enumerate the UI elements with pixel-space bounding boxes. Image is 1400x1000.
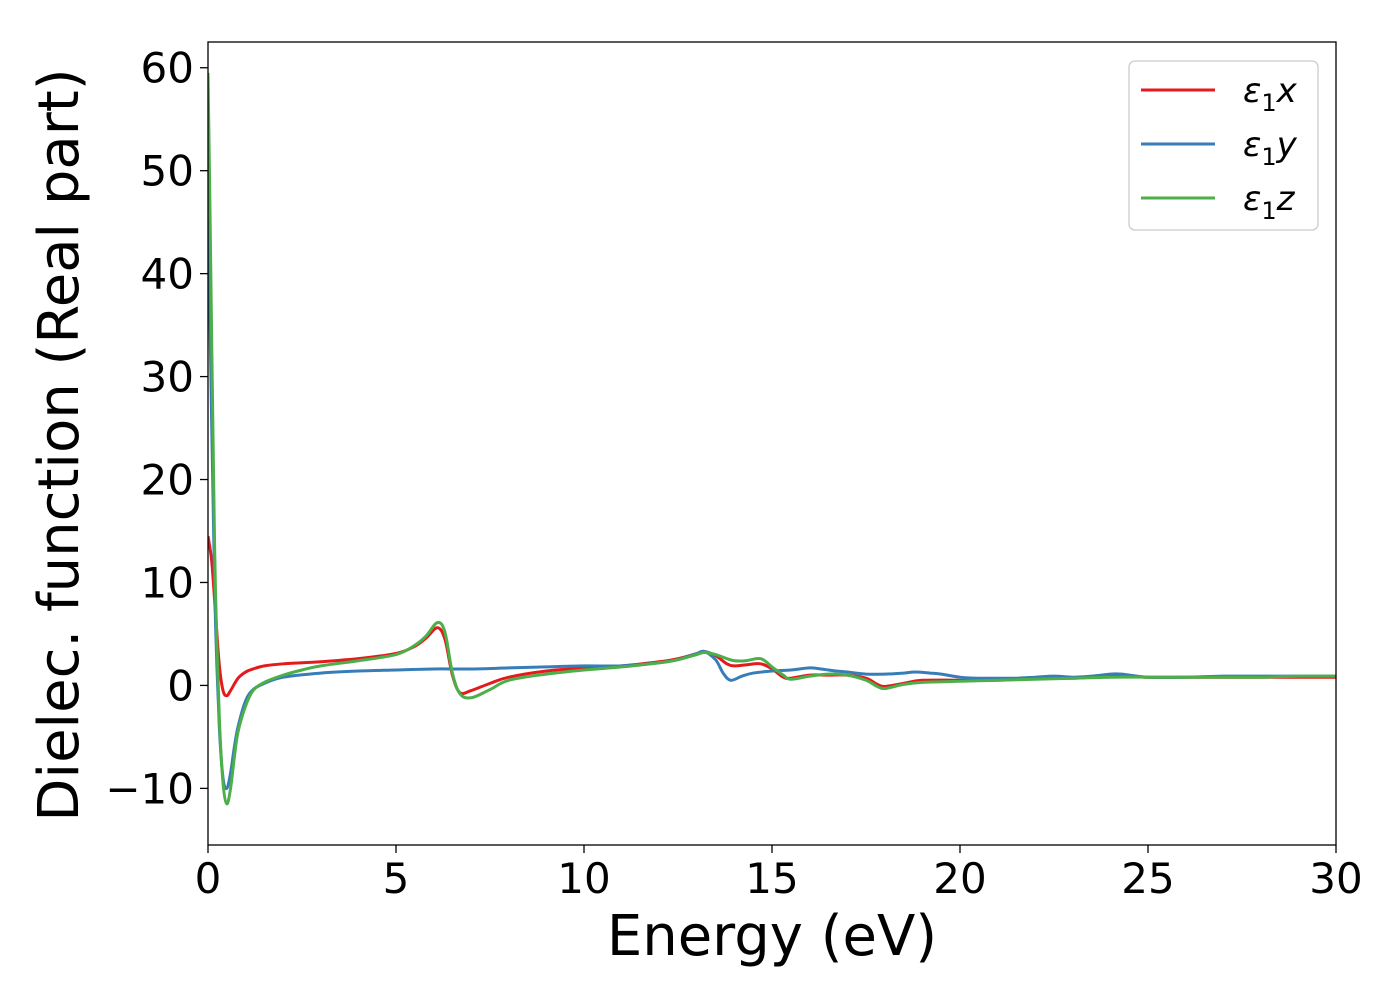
- legend-label-subscript: 1: [1261, 197, 1276, 225]
- legend-label-symbol: ε: [1243, 71, 1261, 111]
- y-axis: −10 0 10 20 30 40 50 60: [105, 44, 208, 813]
- y-tick-label: 0: [167, 661, 194, 710]
- x-tick-label: 30: [1309, 854, 1362, 903]
- y-axis-label: Dielec. function (Real part): [27, 68, 92, 821]
- series-line-z: [208, 72, 1336, 806]
- y-tick-label: −10: [105, 764, 194, 813]
- y-tick-label: 40: [141, 250, 194, 299]
- legend-label-symbol: ε: [1243, 125, 1261, 165]
- x-tick-label: 20: [933, 854, 986, 903]
- x-tick-label: 15: [745, 854, 798, 903]
- legend-label-component: x: [1276, 71, 1298, 111]
- legend-label-subscript: 1: [1261, 89, 1276, 117]
- series-layer: [208, 72, 1336, 806]
- legend-label-z: ε1z: [1243, 179, 1296, 225]
- y-tick-label: 20: [141, 456, 194, 505]
- y-tick-label: 10: [141, 558, 194, 607]
- legend-box: [1128, 60, 1319, 231]
- y-tick-label: 50: [141, 147, 194, 196]
- y-tick-label: 30: [141, 353, 194, 402]
- y-tick-label: 60: [141, 44, 194, 93]
- x-tick-label: 5: [383, 854, 410, 903]
- legend-label-component: y: [1276, 125, 1298, 165]
- legend-label-x: ε1x: [1243, 71, 1298, 117]
- x-tick-label: 0: [195, 854, 222, 903]
- legend-label-symbol: ε: [1243, 179, 1261, 219]
- legend-label-y: ε1y: [1243, 125, 1298, 171]
- x-tick-label: 10: [557, 854, 610, 903]
- legend-label-component: z: [1276, 179, 1296, 219]
- x-axis-label: Energy (eV): [607, 904, 937, 969]
- x-axis: 0 5 10 15 20 25 30: [195, 845, 1363, 903]
- legend-label-subscript: 1: [1261, 143, 1276, 171]
- x-tick-label: 25: [1121, 854, 1174, 903]
